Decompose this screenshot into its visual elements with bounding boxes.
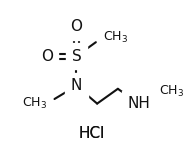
Text: HCl: HCl xyxy=(78,126,104,141)
Text: S: S xyxy=(72,49,81,64)
Text: CH$_3$: CH$_3$ xyxy=(22,96,47,111)
Text: NH: NH xyxy=(127,96,150,111)
Text: O: O xyxy=(41,49,53,64)
Text: CH$_3$: CH$_3$ xyxy=(103,29,128,45)
Text: CH$_3$: CH$_3$ xyxy=(159,84,184,99)
Text: N: N xyxy=(71,78,82,93)
Text: O: O xyxy=(70,19,82,34)
Text: HCl: HCl xyxy=(78,126,104,141)
